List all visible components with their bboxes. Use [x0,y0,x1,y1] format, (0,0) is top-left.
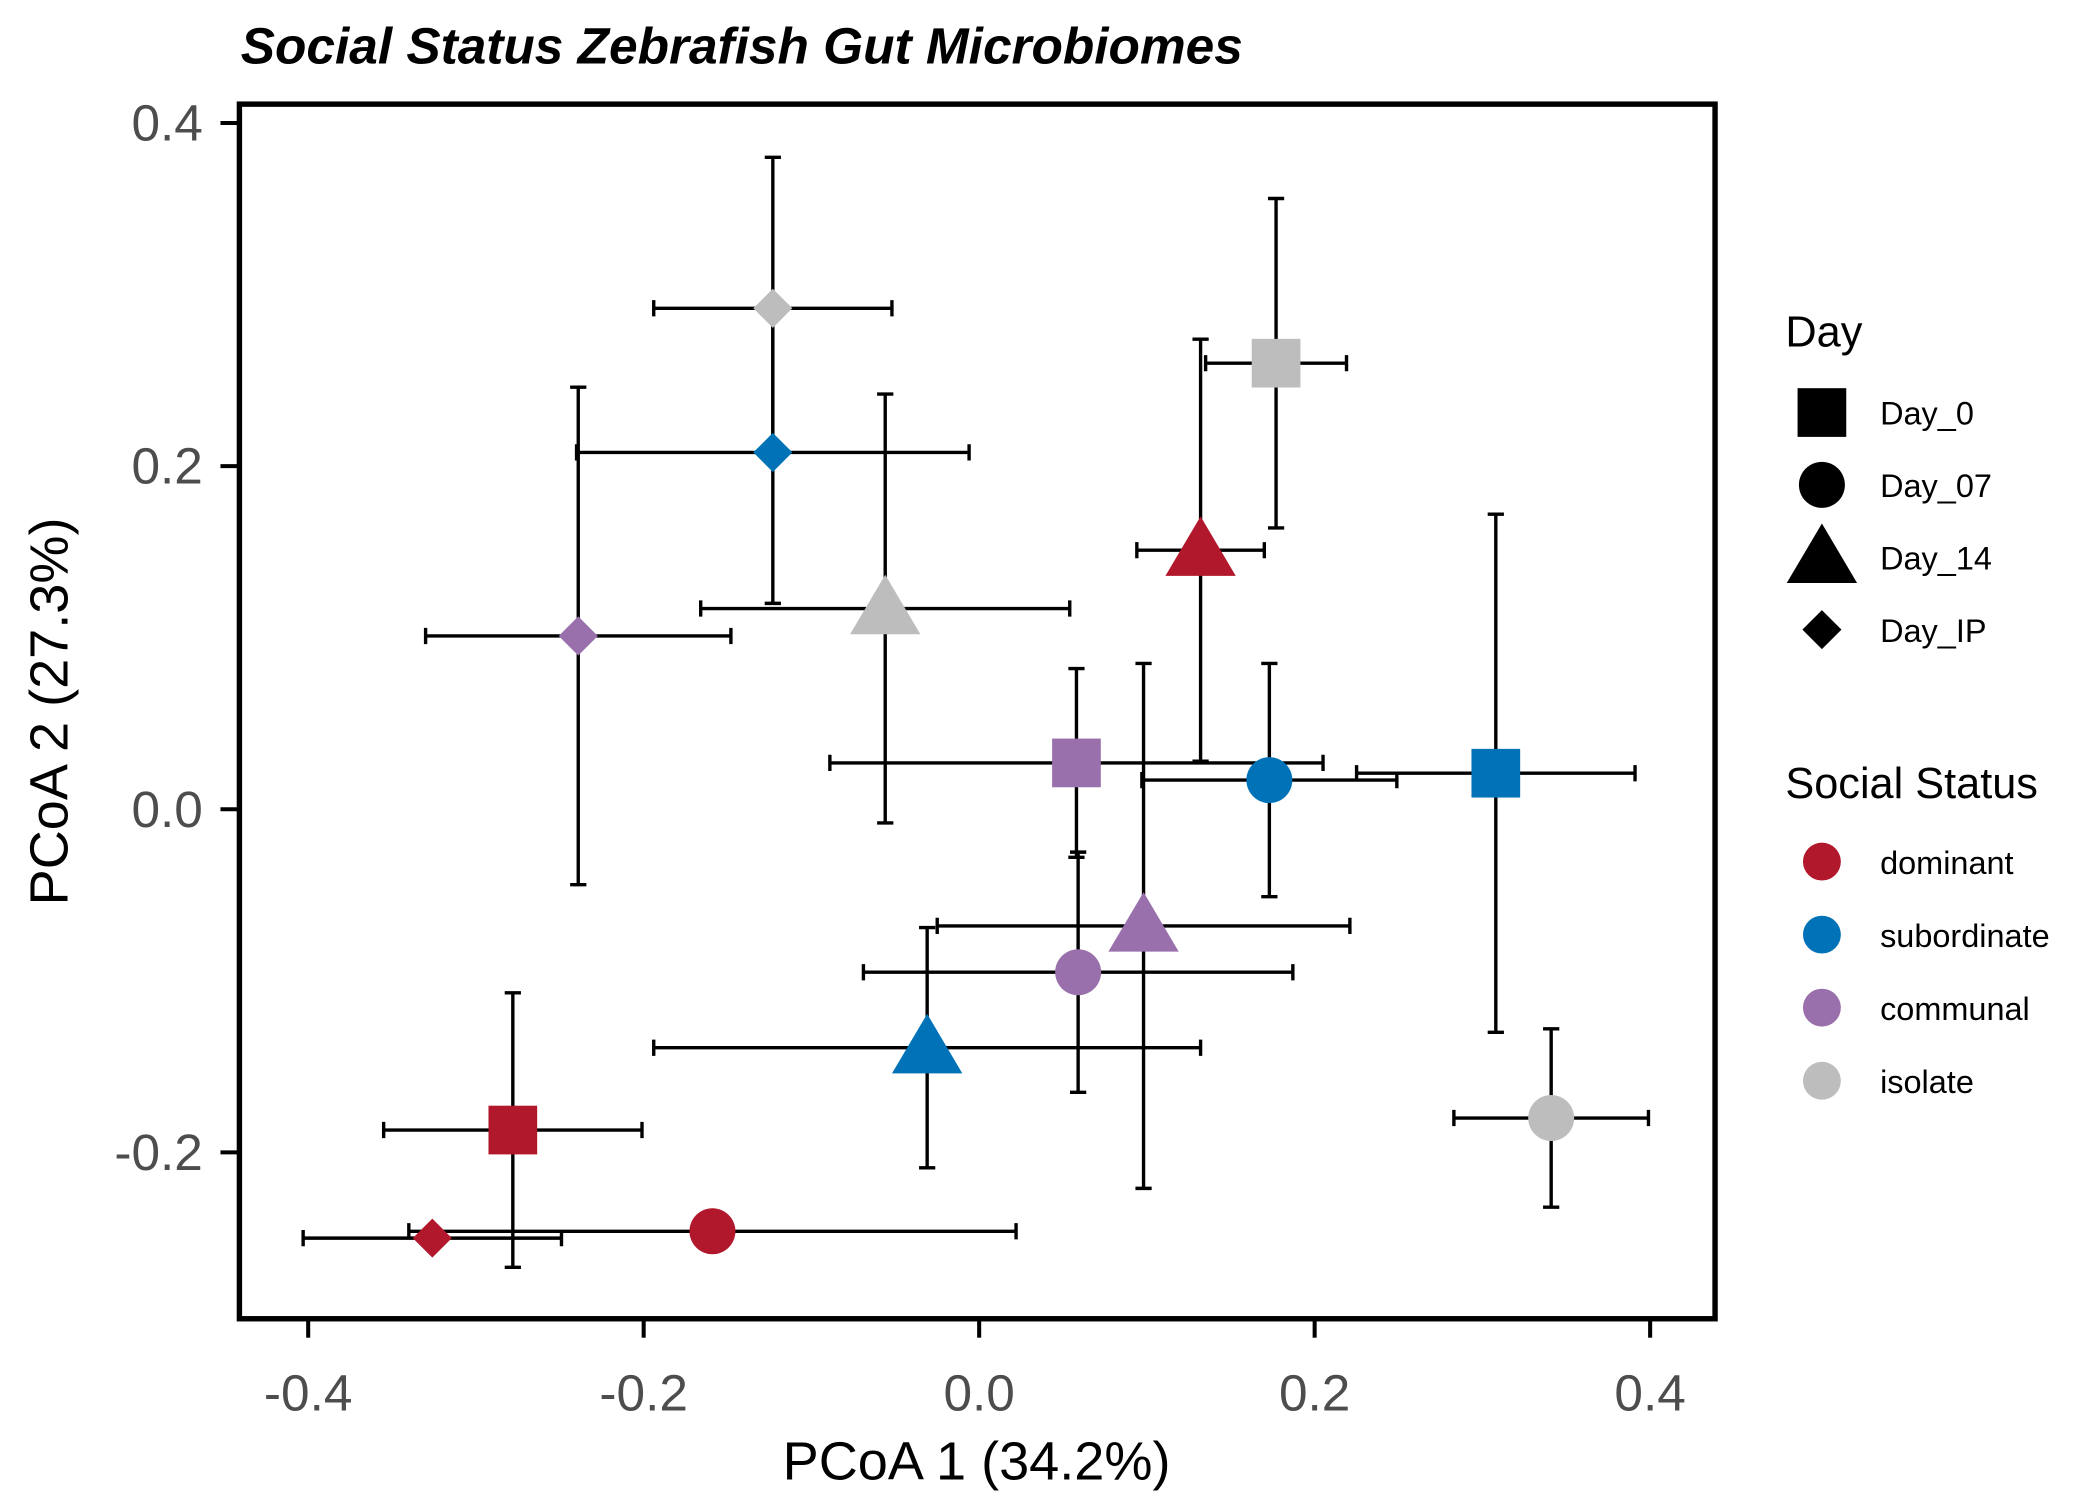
marker-diamond [1802,610,1842,650]
marker-diamond [412,1218,452,1258]
marker-triangle [1165,516,1236,576]
y-tick-label: 0.0 [131,780,202,838]
legend-label: Day_IP [1880,613,1986,649]
marker-square [1251,338,1301,388]
y-tick-label: -0.2 [114,1123,203,1181]
legend-swatch [1802,842,1841,881]
marker-circle [689,1208,736,1255]
legend-swatch [1802,988,1841,1027]
legend-label: Day_14 [1880,540,1992,576]
marker-circle [1246,757,1293,804]
x-tick-label: -0.2 [599,1364,688,1422]
marker-square [1797,388,1847,437]
panel-border [236,101,1718,1322]
marker-square [488,1105,538,1155]
x-tick-label: 0.2 [1279,1364,1350,1422]
x-tick-label: -0.4 [264,1364,353,1422]
legend-title: Day [1785,308,1862,356]
marker-triangle [850,574,921,635]
chart-title: Social Status Zebrafish Gut Microbiomes [241,17,1243,75]
marker-circle [1055,949,1102,996]
marker-square [1052,738,1101,788]
legend-swatch [1802,915,1841,954]
marker-triangle [1786,523,1858,583]
y-tick-label: 0.2 [131,437,202,495]
legend-title: Social Status [1785,760,2038,808]
marker-diamond [753,432,793,472]
marker-circle [1798,461,1845,508]
legend-label: dominant [1880,845,2014,881]
marker-circle [1528,1095,1575,1142]
y-axis-title: PCoA 2 (27.3%) [20,518,80,906]
legend-swatch [1802,1061,1841,1100]
x-tick-label: 0.0 [943,1364,1014,1422]
x-tick-label: 0.4 [1614,1364,1685,1422]
marker-triangle [891,1013,963,1074]
legend-label: communal [1880,991,2030,1027]
plot-area [301,155,1651,1269]
marker-diamond [753,288,793,328]
x-axis-title: PCoA 1 (34.2%) [783,1432,1171,1492]
marker-diamond [558,616,598,656]
legend-label: Day_07 [1880,468,1992,504]
y-tick-label: 0.4 [131,94,202,152]
legend-label: subordinate [1880,918,2050,954]
legend-label: isolate [1880,1064,1974,1100]
marker-square [1471,748,1521,798]
marker-triangle [1108,892,1179,952]
legend-label: Day_0 [1880,396,1974,432]
